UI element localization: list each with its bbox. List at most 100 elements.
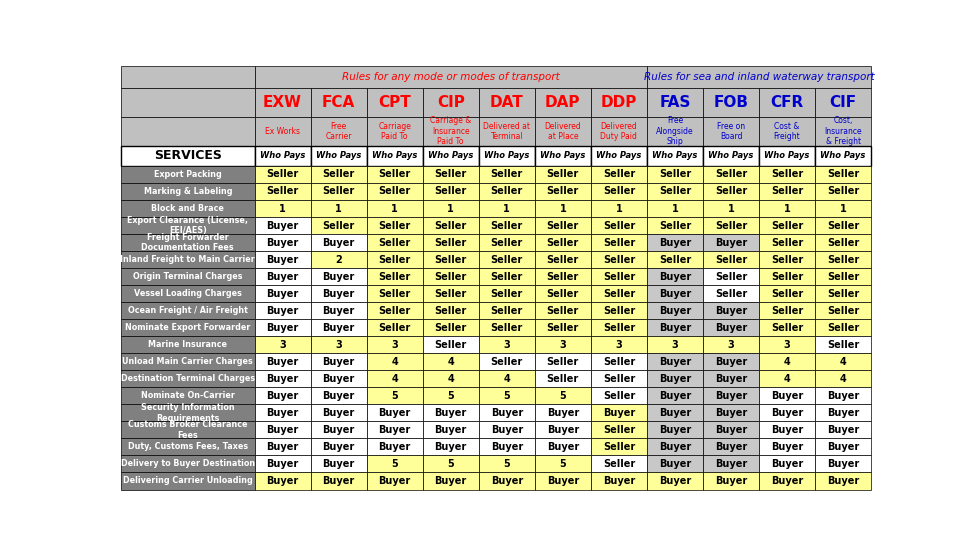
Bar bbox=[703, 455, 759, 472]
Bar bbox=[647, 88, 703, 117]
Text: Cost,
Insurance
& Freight: Cost, Insurance & Freight bbox=[825, 116, 862, 146]
Text: 5: 5 bbox=[503, 391, 510, 401]
Text: Seller: Seller bbox=[435, 169, 467, 179]
Bar bbox=[479, 146, 535, 166]
Text: Seller: Seller bbox=[603, 357, 635, 367]
Text: Buyer: Buyer bbox=[266, 459, 299, 469]
Text: Buyer: Buyer bbox=[266, 221, 299, 230]
Text: Seller: Seller bbox=[827, 340, 860, 350]
Text: Seller: Seller bbox=[547, 238, 579, 248]
Bar bbox=[535, 438, 590, 455]
Bar bbox=[121, 353, 255, 370]
Text: SERVICES: SERVICES bbox=[154, 149, 222, 162]
Bar bbox=[647, 370, 703, 387]
Bar bbox=[367, 438, 423, 455]
Text: Who Pays: Who Pays bbox=[372, 151, 417, 160]
Text: Buyer: Buyer bbox=[771, 476, 803, 486]
Text: DAT: DAT bbox=[490, 95, 524, 110]
Text: Buyer: Buyer bbox=[322, 391, 354, 401]
Bar bbox=[703, 319, 759, 336]
Text: Seller: Seller bbox=[603, 374, 635, 384]
Text: Buyer: Buyer bbox=[266, 323, 299, 333]
Text: Carriage
Paid To: Carriage Paid To bbox=[378, 122, 411, 141]
Bar bbox=[647, 251, 703, 268]
Bar bbox=[759, 319, 815, 336]
Text: Buyer: Buyer bbox=[827, 442, 860, 452]
Text: Seller: Seller bbox=[603, 255, 635, 265]
Text: Who Pays: Who Pays bbox=[821, 151, 865, 160]
Bar bbox=[590, 285, 647, 302]
Text: Delivered
at Place: Delivered at Place bbox=[544, 122, 581, 141]
Bar bbox=[703, 234, 759, 251]
Text: 1: 1 bbox=[447, 204, 454, 213]
Text: Seller: Seller bbox=[547, 289, 579, 299]
Bar bbox=[759, 251, 815, 268]
Bar bbox=[759, 217, 815, 234]
Text: Buyer: Buyer bbox=[322, 442, 354, 452]
Bar bbox=[311, 404, 367, 421]
Bar bbox=[590, 455, 647, 472]
Text: Free
Alongside
Ship: Free Alongside Ship bbox=[656, 116, 694, 146]
Bar bbox=[535, 88, 590, 117]
Bar bbox=[479, 472, 535, 490]
Text: DAP: DAP bbox=[545, 95, 581, 110]
Bar bbox=[479, 234, 535, 251]
Text: FCA: FCA bbox=[322, 95, 355, 110]
Bar bbox=[255, 251, 311, 268]
Text: 3: 3 bbox=[672, 340, 679, 350]
Bar bbox=[311, 438, 367, 455]
Bar bbox=[647, 336, 703, 353]
Text: Buyer: Buyer bbox=[715, 425, 747, 435]
Text: Buyer: Buyer bbox=[659, 323, 691, 333]
Bar bbox=[479, 336, 535, 353]
Bar bbox=[535, 302, 590, 319]
Bar bbox=[311, 336, 367, 353]
Text: Freight Forwarder
Documentation Fees: Freight Forwarder Documentation Fees bbox=[141, 233, 234, 252]
Bar bbox=[479, 353, 535, 370]
Bar bbox=[367, 88, 423, 117]
Bar bbox=[121, 387, 255, 404]
Bar bbox=[121, 319, 255, 336]
Text: Buyer: Buyer bbox=[715, 306, 747, 316]
Text: Buyer: Buyer bbox=[827, 391, 860, 401]
Bar bbox=[535, 285, 590, 302]
Bar bbox=[647, 421, 703, 438]
Text: 3: 3 bbox=[560, 340, 566, 350]
Bar bbox=[647, 183, 703, 200]
Text: Seller: Seller bbox=[547, 323, 579, 333]
Bar bbox=[367, 285, 423, 302]
Bar bbox=[423, 472, 479, 490]
Bar bbox=[121, 302, 255, 319]
Text: Seller: Seller bbox=[715, 272, 747, 282]
Text: Who Pays: Who Pays bbox=[540, 151, 586, 160]
Bar bbox=[479, 438, 535, 455]
Bar bbox=[759, 387, 815, 404]
Bar bbox=[255, 88, 311, 117]
Text: Seller: Seller bbox=[435, 221, 467, 230]
Text: CIP: CIP bbox=[437, 95, 465, 110]
Bar bbox=[311, 370, 367, 387]
Bar bbox=[590, 387, 647, 404]
Bar bbox=[535, 421, 590, 438]
Text: Seller: Seller bbox=[378, 186, 410, 196]
Text: Buyer: Buyer bbox=[715, 323, 747, 333]
Bar bbox=[703, 268, 759, 285]
Bar bbox=[367, 336, 423, 353]
Bar bbox=[121, 146, 255, 166]
Text: Buyer: Buyer bbox=[266, 272, 299, 282]
Bar bbox=[311, 183, 367, 200]
Text: Free
Carrier: Free Carrier bbox=[325, 122, 352, 141]
Text: Buyer: Buyer bbox=[771, 391, 803, 401]
Bar bbox=[759, 234, 815, 251]
Bar bbox=[255, 268, 311, 285]
Bar bbox=[479, 166, 535, 183]
Text: Seller: Seller bbox=[435, 255, 467, 265]
Bar bbox=[647, 66, 871, 88]
Bar bbox=[121, 285, 255, 302]
Text: Buyer: Buyer bbox=[322, 238, 354, 248]
Bar bbox=[759, 146, 815, 166]
Text: Buyer: Buyer bbox=[435, 408, 467, 418]
Text: FAS: FAS bbox=[659, 95, 691, 110]
Bar bbox=[311, 200, 367, 217]
Text: Buyer: Buyer bbox=[266, 425, 299, 435]
